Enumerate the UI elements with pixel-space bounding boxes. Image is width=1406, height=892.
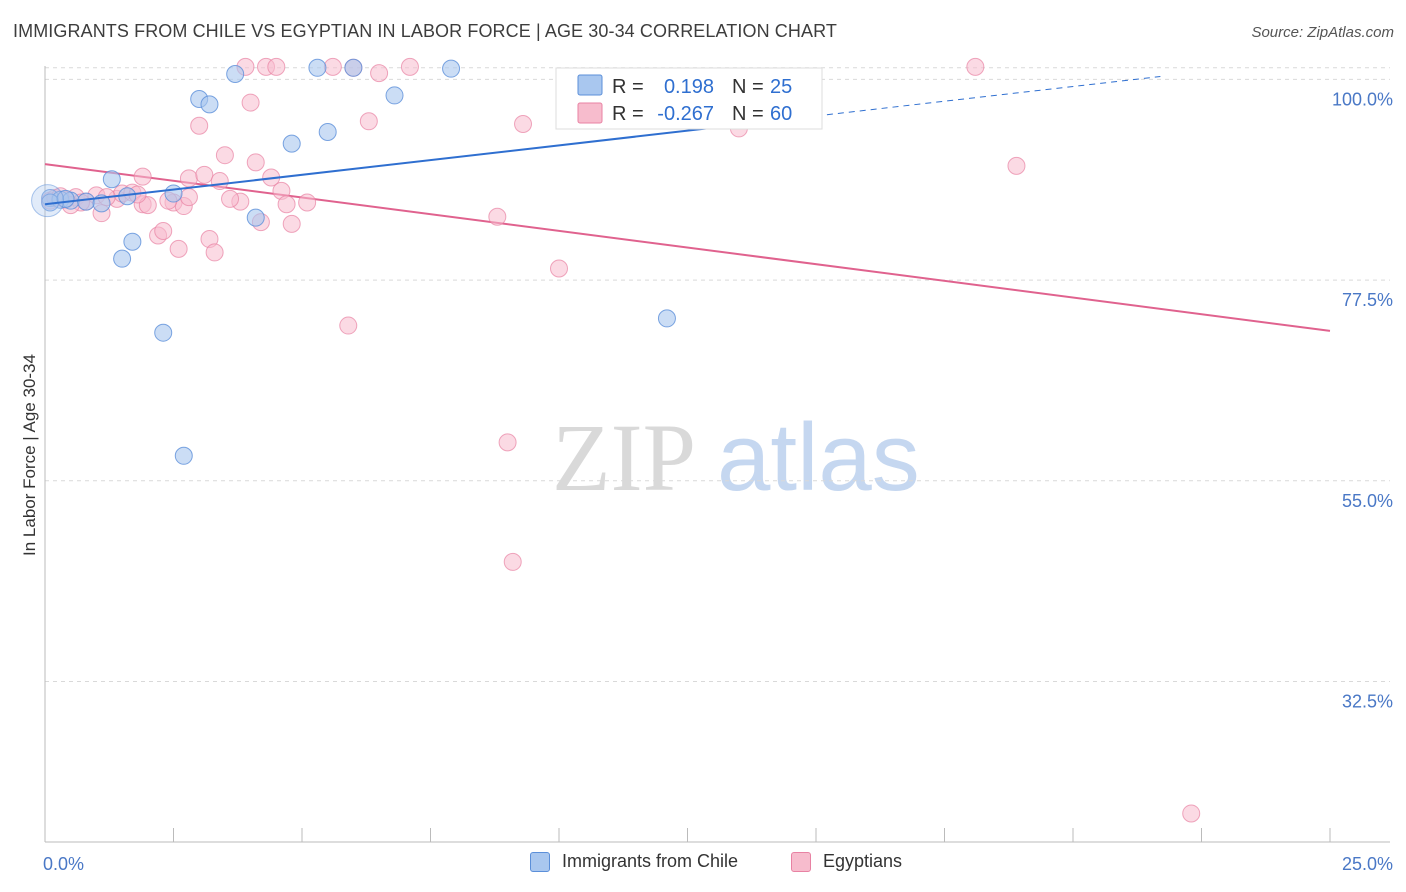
point-egyptians	[246, 153, 265, 172]
point-egyptians	[488, 207, 507, 226]
point-immigrants-from-chile	[318, 123, 337, 142]
point-egyptians	[966, 57, 985, 76]
point-egyptians	[282, 214, 301, 233]
point-immigrants-from-chile	[174, 446, 193, 465]
point-egyptians	[277, 195, 296, 214]
x-tick-label: 25.0%	[1342, 854, 1393, 874]
bottom-legend-swatch-pink	[791, 851, 811, 872]
point-egyptians	[498, 433, 517, 452]
legend-swatch-pink	[577, 102, 603, 124]
trend-line-immigrants-from-chile	[44, 114, 817, 206]
point-egyptians	[221, 189, 240, 208]
legend-n-value-1: 25	[770, 76, 792, 98]
point-egyptians	[400, 57, 419, 76]
point-egyptians	[359, 112, 378, 131]
point-immigrants-from-chile	[200, 95, 219, 114]
y-axis-label: In Labor Force | Age 30-34	[20, 354, 39, 556]
point-egyptians	[503, 552, 522, 571]
point-immigrants-from-chile	[154, 323, 173, 342]
bottom-legend-label-egyptians: Egyptians	[823, 851, 903, 871]
y-tick-label: 77.5%	[1342, 290, 1393, 310]
point-egyptians	[210, 172, 229, 191]
point-immigrants-from-chile	[344, 58, 363, 77]
legend-n-label-1: N =	[732, 76, 764, 98]
y-tick-label: 100.0%	[1332, 89, 1393, 109]
bottom-legend-item-egyptians: Egyptians	[791, 851, 902, 872]
point-egyptians	[339, 316, 358, 335]
watermark-atlas: atlas	[717, 404, 920, 511]
bottom-legend-item-chile: Immigrants from Chile	[530, 851, 738, 872]
point-egyptians	[154, 222, 173, 241]
chart-source: Source: ZipAtlas.com	[1251, 24, 1394, 41]
point-egyptians	[267, 57, 286, 76]
legend-r-value-1: 0.198	[664, 76, 714, 98]
point-immigrants-from-chile	[77, 192, 96, 211]
point-immigrants-from-chile	[246, 208, 265, 227]
legend-r-value-2: -0.267	[657, 103, 714, 125]
legend-swatch-blue	[577, 74, 603, 96]
watermark-zip: ZIP	[552, 404, 696, 511]
point-cluster-immigrants-from-chile	[31, 184, 65, 218]
x-tick-labels: 0.0% 25.0%	[43, 854, 1393, 874]
points-immigrants-from-chile	[31, 58, 676, 465]
legend-r-label-1: R =	[612, 76, 644, 98]
point-egyptians	[179, 188, 198, 207]
point-egyptians	[169, 239, 188, 258]
chart-title: IMMIGRANTS FROM CHILE VS EGYPTIAN IN LAB…	[13, 21, 837, 41]
bottom-legend-swatch-blue	[530, 851, 550, 872]
trend-line-extension-immigrants-from-chile	[815, 76, 1161, 117]
point-egyptians	[370, 64, 389, 83]
trend-line-egyptians	[44, 163, 1331, 332]
point-immigrants-from-chile	[442, 59, 461, 78]
point-immigrants-from-chile	[308, 58, 327, 77]
point-immigrants-from-chile	[226, 65, 245, 84]
legend-r-label-2: R =	[612, 103, 644, 125]
point-egyptians	[133, 167, 152, 186]
point-immigrants-from-chile	[385, 86, 404, 105]
point-egyptians	[215, 146, 234, 165]
point-egyptians	[179, 169, 198, 188]
bottom-legend-label-chile: Immigrants from Chile	[562, 851, 739, 871]
point-egyptians	[323, 57, 342, 76]
point-egyptians	[205, 243, 224, 262]
point-egyptians	[550, 259, 568, 278]
bottom-legend: Immigrants from Chile Egyptians	[0, 851, 1406, 879]
y-tick-labels: 32.5% 55.0% 77.5% 100.0%	[1332, 89, 1393, 711]
trend-lines-blue	[44, 76, 1161, 206]
point-egyptians	[241, 93, 260, 112]
point-immigrants-from-chile	[123, 232, 142, 251]
stats-legend: R = 0.198 N = 25 R = -0.267 N = 60	[555, 67, 823, 130]
point-egyptians	[298, 193, 317, 212]
trend-lines	[44, 163, 1331, 332]
watermark: ZIP atlas	[552, 404, 920, 511]
point-egyptians	[1007, 156, 1026, 175]
point-egyptians	[190, 116, 209, 135]
point-egyptians	[195, 165, 214, 184]
point-immigrants-from-chile	[164, 184, 183, 203]
gridlines	[45, 67, 1390, 682]
point-immigrants-from-chile	[113, 249, 132, 268]
legend-n-label-2: N =	[732, 103, 764, 125]
y-tick-label: 32.5%	[1342, 691, 1393, 711]
legend-n-value-2: 60	[770, 103, 792, 125]
point-immigrants-from-chile	[657, 309, 676, 328]
point-egyptians	[1182, 804, 1201, 823]
y-tick-label: 55.0%	[1342, 491, 1393, 511]
point-immigrants-from-chile	[102, 170, 121, 189]
x-tick-label: 0.0%	[43, 854, 84, 874]
point-egyptians	[514, 114, 533, 133]
point-immigrants-from-chile	[282, 134, 301, 153]
